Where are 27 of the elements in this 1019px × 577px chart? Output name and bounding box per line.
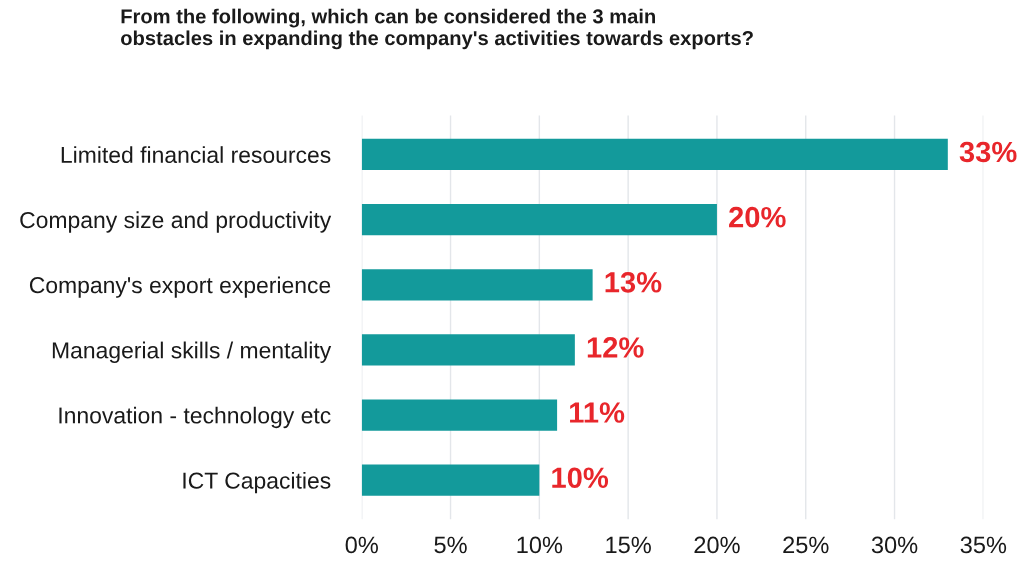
x-tick-label: 30% (871, 536, 918, 554)
data-label: 12% (587, 337, 644, 358)
bar (361, 399, 558, 431)
data-label: 20% (729, 206, 786, 228)
bar (361, 138, 948, 171)
y-tick-label: Limited financial resources (61, 146, 331, 164)
data-label: 13% (605, 271, 662, 293)
x-tick-label: 25% (783, 536, 829, 554)
y-tick-label: ICT Capacities (183, 471, 331, 494)
bar (361, 204, 717, 236)
y-tick-label: Managerial skills / mentality (52, 341, 332, 363)
y-tick-label: Innovation - technology etc (59, 406, 331, 429)
bar (361, 464, 540, 496)
x-tick-label: 0% (345, 536, 378, 554)
chart-title: From the following, which can be considered the 3 main obstacles in expanding the company's activities towards exports? (121, 8, 753, 50)
x-tick-label: 10% (517, 536, 563, 554)
x-tick-label: 15% (606, 536, 651, 554)
bar (361, 269, 593, 301)
x-tick-label: 20% (694, 536, 740, 554)
bar (361, 334, 575, 366)
data-label: 10% (552, 467, 609, 489)
x-tick-label: 35% (960, 536, 1007, 554)
y-tick-label: Company size and productivity (20, 211, 332, 233)
data-label: 11% (570, 402, 625, 423)
y-tick-label: Company's export experience (29, 276, 331, 298)
data-label: 33% (959, 141, 1017, 163)
x-tick-label: 5% (434, 536, 467, 554)
